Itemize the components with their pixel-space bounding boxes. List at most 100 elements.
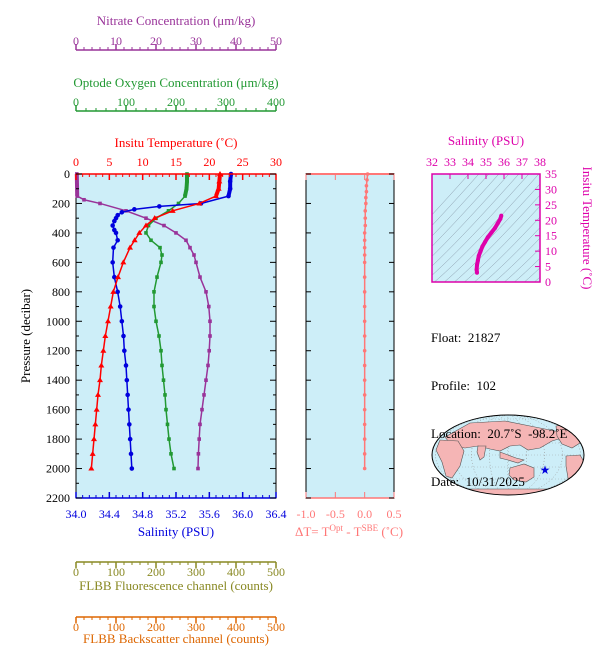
nitrate-point xyxy=(197,437,201,441)
oxygen-point xyxy=(146,223,151,228)
nitrate-point xyxy=(207,348,211,353)
oxygen-point xyxy=(159,348,163,353)
delta-t-point xyxy=(362,452,367,456)
ts-y-tick-label: 0 xyxy=(545,275,551,289)
nitrate-axis-tick-label: 10 xyxy=(110,34,122,48)
delta-t-point xyxy=(362,466,367,471)
delta-t-point xyxy=(364,183,369,188)
salinity-axis-tick-label: 35.2 xyxy=(166,507,187,521)
temperature-point xyxy=(105,318,111,324)
nitrate-line xyxy=(76,173,211,469)
ts-point xyxy=(480,244,485,249)
temperature-axis-tick-label: 5 xyxy=(106,155,112,169)
oxygen-axis-tick-label: 300 xyxy=(217,95,235,109)
delta-t-axis-label: ΔT= TOpt - TSBE (˚C) xyxy=(295,523,403,539)
ts-point xyxy=(475,263,479,268)
salinity-axis-tick-label: 35.6 xyxy=(199,507,220,521)
density-contour xyxy=(483,227,540,282)
ts-x-tick-label: 33 xyxy=(444,155,456,169)
ts-y-tick-label: 15 xyxy=(545,229,557,243)
ts-plot-area xyxy=(432,174,540,282)
float-id: Float: 21827 xyxy=(431,330,501,345)
backscatter-axis-label: FLBB Backscatter channel (counts) xyxy=(83,631,269,646)
temperature-point xyxy=(131,237,138,243)
delta-t-point xyxy=(362,304,367,309)
ts-point xyxy=(495,221,500,226)
density-contour xyxy=(432,174,480,226)
ts-point xyxy=(493,226,497,230)
delta-t-point xyxy=(362,378,367,382)
density-contour xyxy=(433,174,540,282)
salinity-point xyxy=(125,392,130,398)
ts-point xyxy=(476,253,481,258)
salinity-point xyxy=(132,207,137,212)
delta-t-tick-label: -0.5 xyxy=(326,507,345,521)
nitrate-axis-label: Nitrate Concentration (μm/kg) xyxy=(97,13,256,28)
oxygen-point xyxy=(166,209,171,213)
profile-date: Date: 10/31/2025 xyxy=(431,474,525,489)
temperature-point xyxy=(95,391,101,397)
delta-t-point xyxy=(362,238,367,243)
land-australia xyxy=(508,463,535,483)
temperature-point xyxy=(88,465,95,471)
oxygen-point xyxy=(164,407,168,412)
delta-t-point xyxy=(362,253,367,257)
salinity-point xyxy=(115,237,120,243)
nitrate-axis-tick-label: 0 xyxy=(73,34,79,48)
backscatter-axis-tick-label: 500 xyxy=(267,620,285,634)
nitrate-point xyxy=(202,393,206,397)
ts-point xyxy=(489,230,494,235)
delta-t-point xyxy=(365,178,369,182)
ts-salinity-axis-label: Salinity (PSU) xyxy=(448,133,524,148)
oxygen-axis-tick-label: 0 xyxy=(73,95,79,109)
pressure-tick-label: 800 xyxy=(52,285,70,299)
salinity-point xyxy=(126,407,131,412)
oxygen-point xyxy=(152,290,156,294)
delta-t-point xyxy=(362,348,367,353)
float-location: Location: 20.7˚S -98.2˚E xyxy=(431,426,568,441)
float-info: Float: 21827 Profile: 102 Location: 20.7… xyxy=(431,298,567,506)
ts-x-tick-label: 36 xyxy=(498,155,510,169)
map-meridian xyxy=(435,415,581,495)
ts-x-tick-label: 32 xyxy=(426,155,438,169)
temperature-point xyxy=(97,377,103,383)
salinity-point xyxy=(119,318,125,324)
density-contour xyxy=(473,216,540,282)
delta-t-point xyxy=(363,209,368,213)
ts-point xyxy=(483,239,488,244)
ts-y-tick-label: 30 xyxy=(545,182,557,196)
delta-t-label-mid: - T xyxy=(343,524,362,539)
pressure-tick-label: 1400 xyxy=(46,373,70,387)
oxygen-point xyxy=(167,437,171,441)
temperature-axis-tick-label: 30 xyxy=(270,155,282,169)
pressure-axis: 0 200 400 600 800 1000 1200 1400 1600 1800 2000 220… xyxy=(46,167,276,505)
temperature-axis-tick-label: 10 xyxy=(137,155,149,169)
temperature-point xyxy=(89,450,96,456)
backscatter-axis-tick-label: 100 xyxy=(107,620,125,634)
nitrate-point xyxy=(194,260,198,265)
temperature-point xyxy=(120,259,127,265)
salinity-point xyxy=(117,304,123,309)
backscatter-axis-tick-label: 200 xyxy=(147,620,165,634)
pressure-tick-label: 2200 xyxy=(46,491,70,505)
density-contour xyxy=(432,174,470,216)
ts-point xyxy=(474,267,479,272)
temperature-point xyxy=(143,222,149,228)
main-plot-series xyxy=(74,171,234,471)
pressure-axis-label: Pressure (decibar) xyxy=(18,289,33,383)
salinity-surface-line xyxy=(226,173,233,197)
ts-x-tick-label: 34 xyxy=(462,155,474,169)
float-location-star-icon: ★ xyxy=(540,463,551,477)
nitrate-point xyxy=(184,238,188,243)
density-contour xyxy=(602,159,609,292)
ts-point xyxy=(478,249,483,254)
nitrate-point xyxy=(204,290,208,294)
nitrate-axis-tick-label: 40 xyxy=(230,34,242,48)
salinity-point xyxy=(112,274,117,280)
salinity-axis-tick-label: 36.4 xyxy=(266,507,287,521)
oxygen-point xyxy=(144,231,148,235)
map-meridian xyxy=(471,415,545,495)
ts-y-tick-label: 5 xyxy=(545,260,551,274)
temperature-point xyxy=(107,303,114,309)
